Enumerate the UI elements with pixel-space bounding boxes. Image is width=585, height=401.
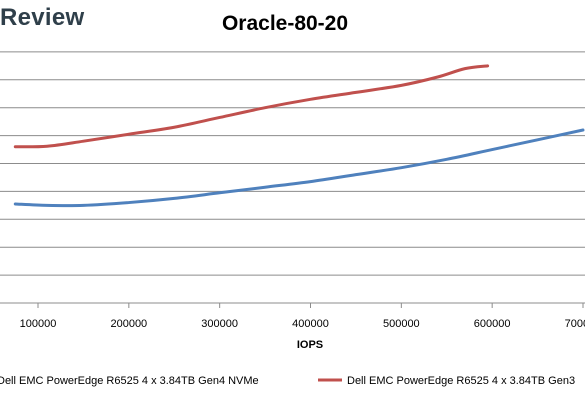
x-tick-label: 200000 <box>110 318 147 330</box>
x-tick-label: 700000 <box>565 318 585 330</box>
x-tick-label: 500000 <box>383 318 420 330</box>
brand-logo-text: Review <box>0 4 85 31</box>
legend-entry: Dell EMC PowerEdge R6525 4 x 3.84TB Gen4… <box>0 375 259 387</box>
x-axis-label: IOPS <box>297 339 323 351</box>
x-tick-label: 300000 <box>201 318 238 330</box>
gridlines <box>0 51 585 308</box>
legend-entry: Dell EMC PowerEdge R6525 4 x 3.84TB Gen3 <box>347 375 575 387</box>
x-tick-label: 100000 <box>20 318 57 330</box>
series-lines <box>13 64 585 208</box>
series-line-1 <box>13 128 585 208</box>
x-tick-labels: 100000 200000 300000 400000 500000 600000 7000… <box>20 318 585 330</box>
x-tick-label: 600000 <box>474 318 511 330</box>
chart-title: Oracle-80-20 <box>221 12 349 35</box>
x-tick-label: 400000 <box>292 318 329 330</box>
legend: Dell EMC PowerEdge R6525 4 x 3.84TB Gen4… <box>0 375 575 387</box>
series-line-2 <box>13 64 490 149</box>
